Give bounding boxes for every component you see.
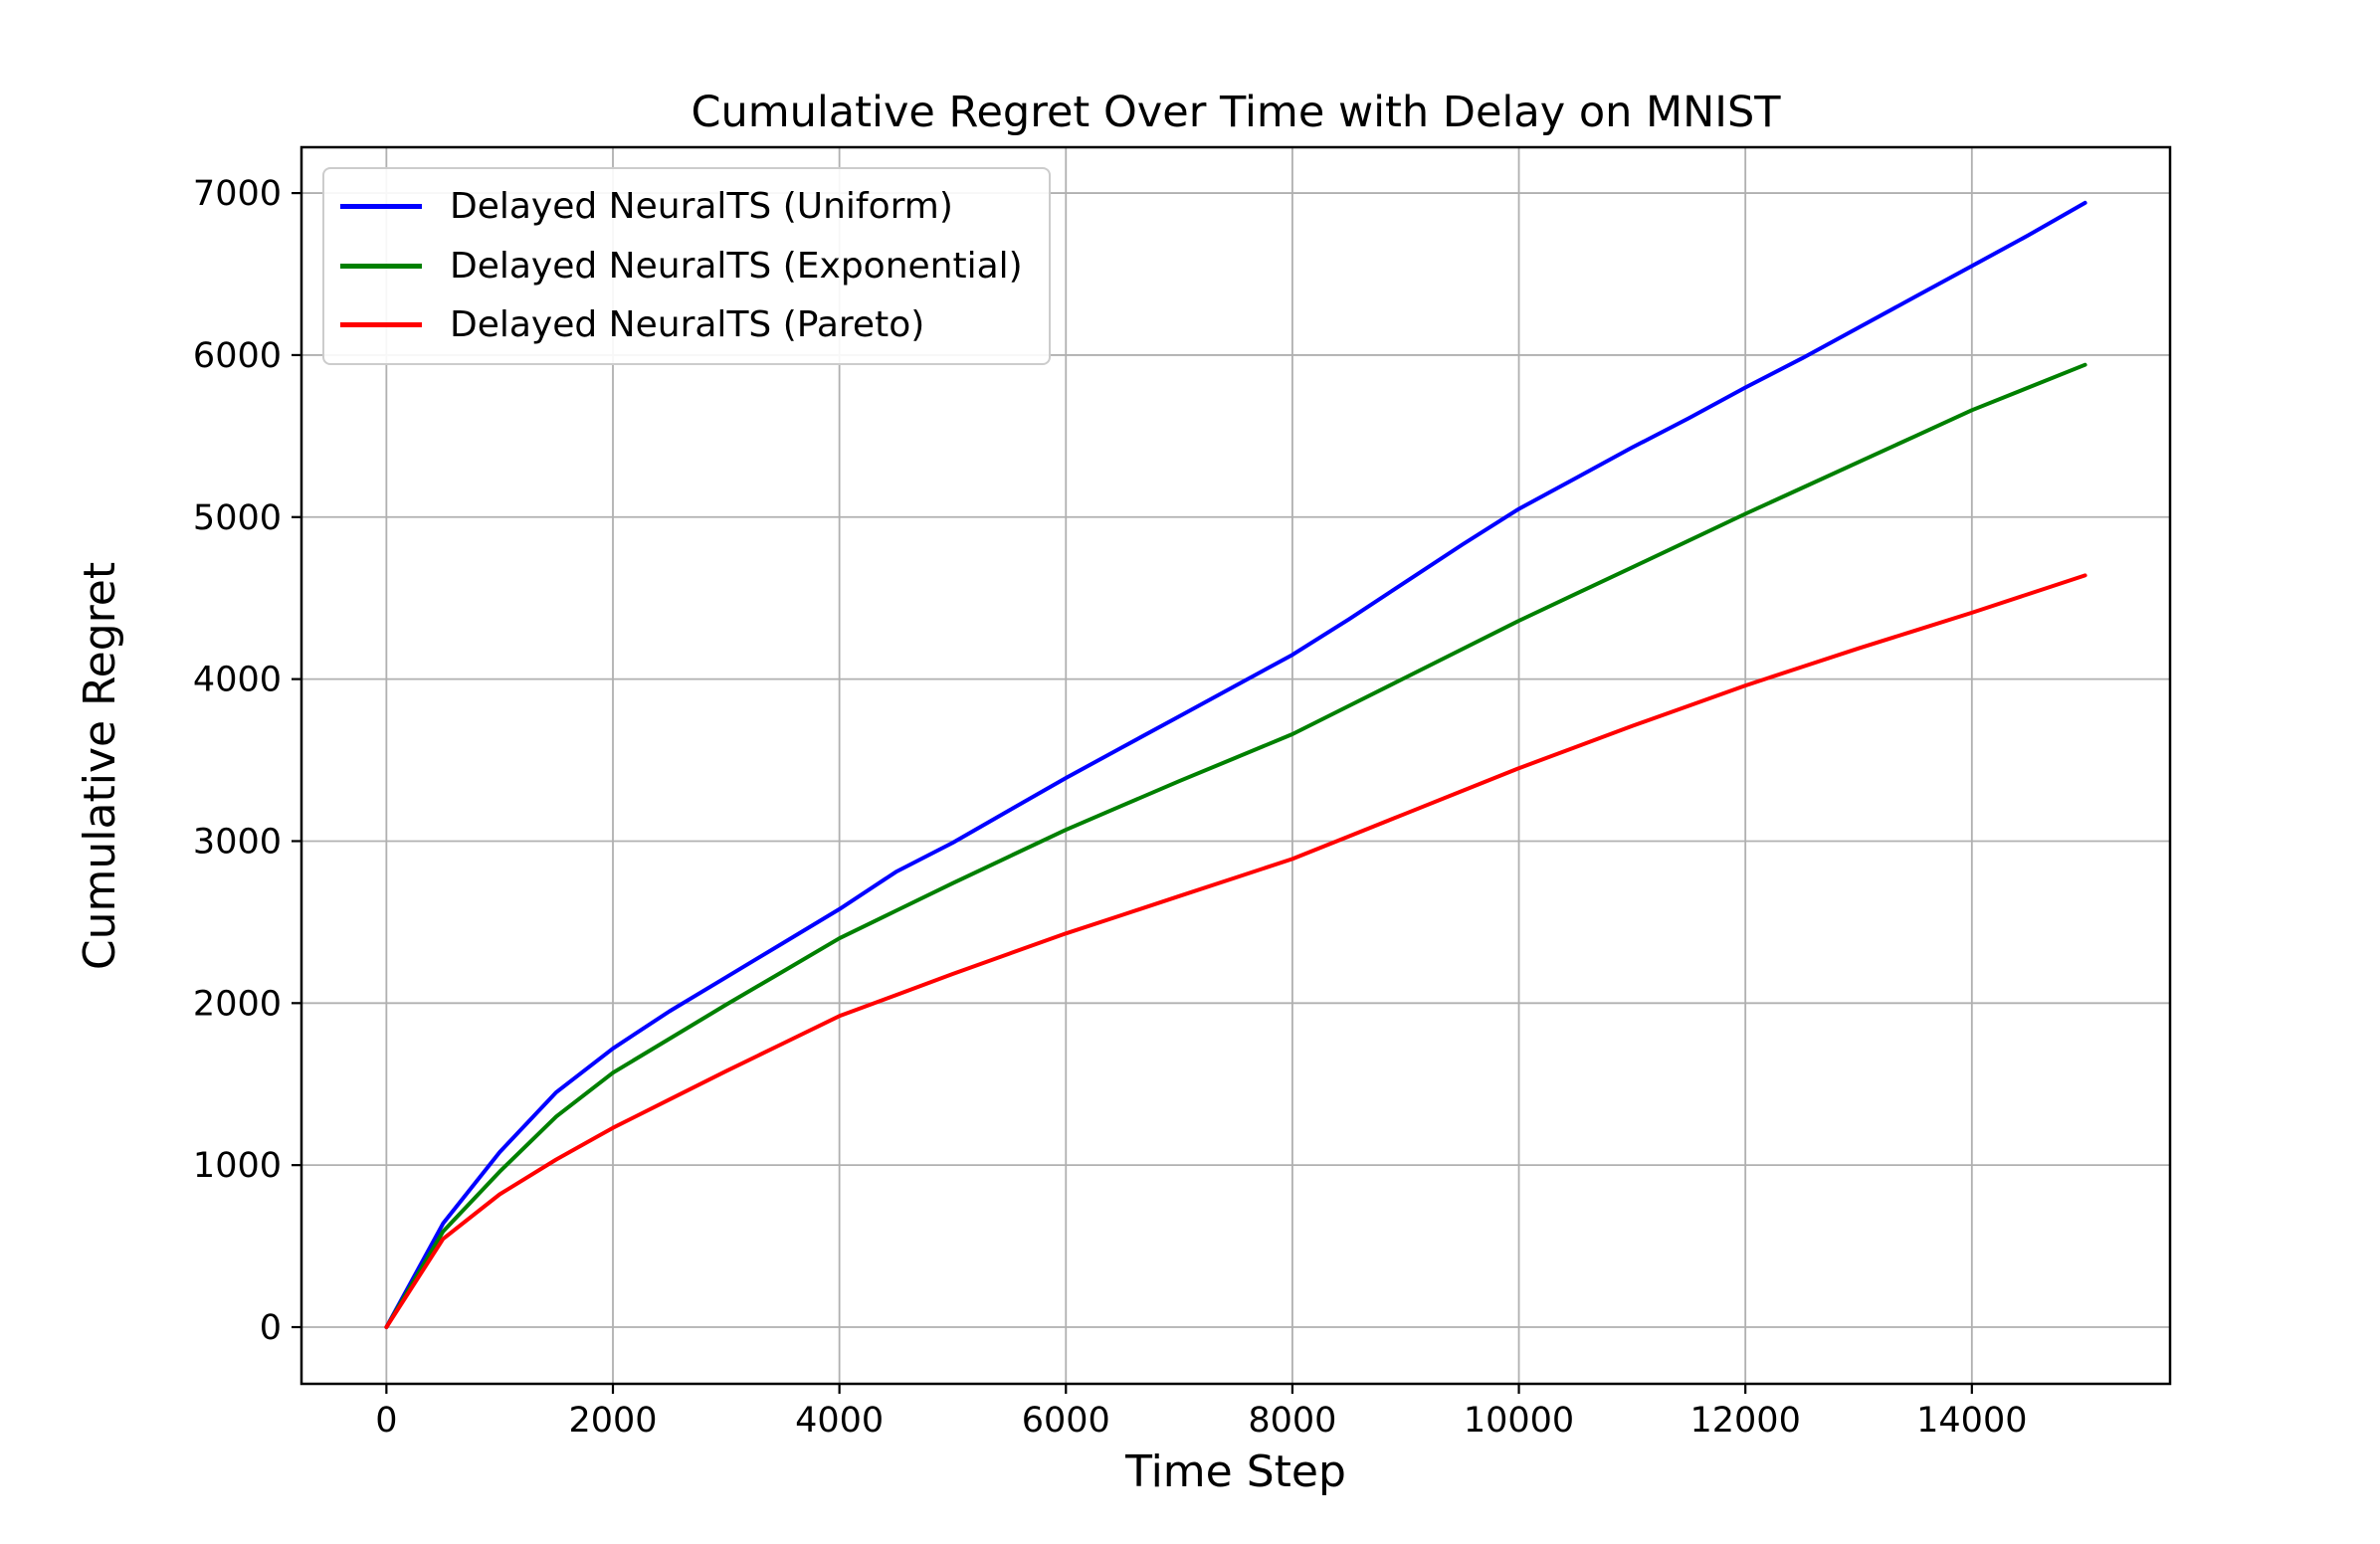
- x-tick-label: 2000: [568, 1401, 657, 1441]
- y-tick-label: 5000: [193, 498, 282, 538]
- gridlines: [301, 147, 2170, 1384]
- data-series: [384, 200, 2087, 1329]
- legend-label-uniform: Delayed NeuralTS (Uniform): [450, 186, 953, 227]
- y-tick-label: 4000: [193, 661, 282, 700]
- y-tick-label: 2000: [193, 984, 282, 1024]
- x-tick-label: 14000: [1916, 1401, 2027, 1441]
- legend: Delayed NeuralTS (Uniform) Delayed Neura…: [322, 167, 1051, 365]
- y-tick-label: 1000: [193, 1146, 282, 1186]
- legend-swatch-pareto: [340, 322, 422, 328]
- legend-swatch-uniform: [340, 204, 422, 210]
- legend-item-pareto: Delayed NeuralTS (Pareto): [340, 305, 1023, 345]
- y-axis-label: Cumulative Regret: [75, 562, 125, 970]
- legend-item-exponential: Delayed NeuralTS (Exponential): [340, 245, 1023, 287]
- x-axis-label: Time Step: [1124, 1447, 1346, 1497]
- x-tick-label: 6000: [1022, 1401, 1110, 1441]
- y-tick-label: 6000: [193, 336, 282, 376]
- legend-swatch-exponential: [340, 263, 422, 269]
- legend-label-pareto: Delayed NeuralTS (Pareto): [450, 304, 925, 346]
- x-tick-label: 4000: [795, 1401, 884, 1441]
- chart-title: Cumulative Regret Over Time with Delay o…: [691, 88, 1781, 137]
- y-tick-label: 7000: [193, 174, 282, 214]
- series-line-1: [384, 362, 2087, 1329]
- series-line-0: [384, 200, 2087, 1329]
- series-line-2: [384, 573, 2087, 1329]
- x-tick-label: 10000: [1464, 1401, 1574, 1441]
- axis-ticks: [292, 191, 1973, 1394]
- x-tick-label: 8000: [1248, 1401, 1336, 1441]
- legend-item-uniform: Delayed NeuralTS (Uniform): [340, 187, 1023, 227]
- y-tick-label: 3000: [193, 822, 282, 862]
- y-tick-label: 0: [260, 1308, 282, 1348]
- x-tick-label: 0: [375, 1401, 397, 1441]
- x-tick-label: 12000: [1690, 1401, 1801, 1441]
- legend-label-exponential: Delayed NeuralTS (Exponential): [450, 245, 1023, 287]
- axis-tick-labels: 0 2000 4000 6000 8000 10000 12000 14000 0 1000 200…: [193, 174, 2028, 1441]
- axes-frame: [299, 145, 2172, 1386]
